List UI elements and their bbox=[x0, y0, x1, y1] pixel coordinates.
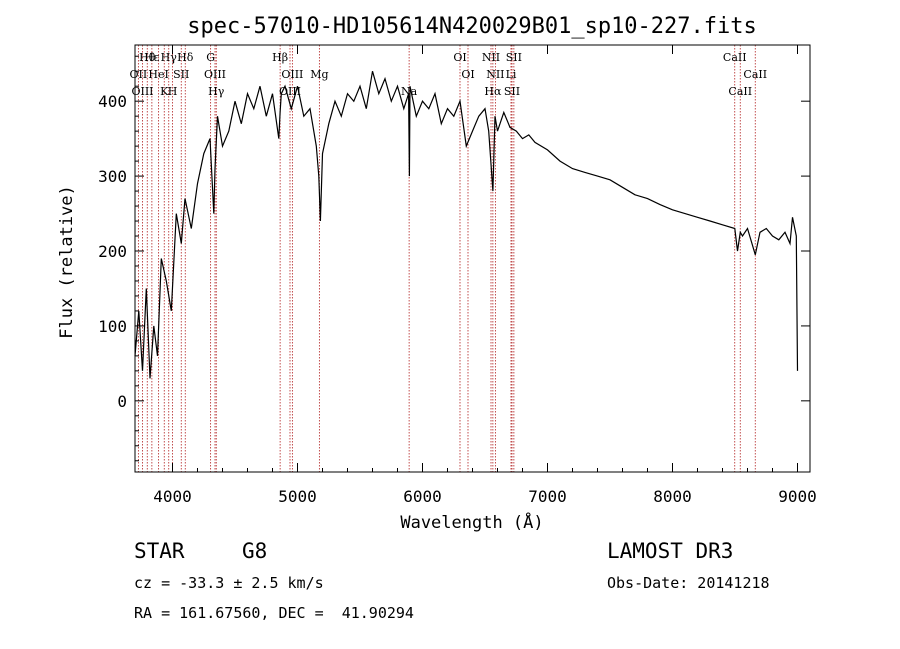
emission-line-label: HeI bbox=[148, 68, 168, 81]
y-tick-label: 300 bbox=[98, 167, 127, 186]
emission-line-label: Hε bbox=[144, 51, 160, 64]
emission-line-label: OII bbox=[130, 68, 148, 81]
emission-line-label: CaII bbox=[728, 85, 752, 98]
emission-line-label: Hβ bbox=[272, 51, 288, 64]
x-axis-ticks: 4000 5000 6000 7000 8000 9000 bbox=[153, 45, 817, 506]
emission-line-label: Hθ bbox=[139, 51, 156, 64]
y-tick-label: 100 bbox=[98, 317, 127, 336]
coordinates-readout: RA = 161.67560, DEC = 41.90294 bbox=[134, 604, 414, 622]
emission-line-label: Hα bbox=[484, 85, 502, 98]
emission-line-label: G bbox=[206, 51, 215, 64]
y-tick-label: 0 bbox=[117, 392, 127, 411]
emission-line-label: SII bbox=[504, 85, 520, 98]
x-tick-label: 7000 bbox=[528, 487, 567, 506]
emission-line-label: Hγ bbox=[161, 51, 178, 64]
x-tick-label: 9000 bbox=[778, 487, 817, 506]
object-subclass: G8 bbox=[242, 539, 268, 563]
emission-line-label: K bbox=[160, 85, 169, 98]
y-axis-ticks: 0 100 200 300 400 bbox=[98, 55, 810, 462]
x-axis-label: Wavelength (Å) bbox=[400, 511, 543, 533]
emission-line-label: CaII bbox=[743, 68, 767, 81]
y-tick-label: 200 bbox=[98, 242, 127, 261]
emission-line-label: OI bbox=[453, 51, 466, 64]
emission-line-labels: HθOIIOIIIHεHeIKHγSIIHHδOIIIHγGOIIIOIIIHβ… bbox=[130, 51, 768, 98]
survey-name: LAMOST DR3 bbox=[607, 539, 734, 563]
emission-line-label: Hδ bbox=[177, 51, 194, 64]
x-tick-label: 5000 bbox=[278, 487, 317, 506]
emission-line-label: OIII bbox=[131, 85, 153, 98]
emission-line-label: H bbox=[168, 85, 178, 98]
redshift-readout: cz = -33.3 ± 2.5 km/s bbox=[134, 574, 324, 592]
emission-line-label: Li bbox=[506, 68, 517, 81]
emission-line-label: SII bbox=[173, 68, 189, 81]
object-class: STAR bbox=[134, 539, 185, 563]
emission-line-label: NII bbox=[482, 51, 500, 64]
obs-date: Obs-Date: 20141218 bbox=[607, 574, 770, 592]
emission-line-label: SII bbox=[506, 51, 522, 64]
emission-line-label: CaII bbox=[723, 51, 747, 64]
emission-line-markers bbox=[137, 45, 756, 472]
x-tick-label: 8000 bbox=[653, 487, 692, 506]
chart-title: spec-57010-HD105614N420029B01_sp10-227.f… bbox=[187, 14, 757, 39]
emission-line-label: OIII bbox=[281, 68, 303, 81]
emission-line-label: OIII bbox=[204, 68, 226, 81]
emission-line-label: OI bbox=[461, 68, 474, 81]
x-tick-label: 6000 bbox=[403, 487, 442, 506]
spectrum-line bbox=[134, 71, 799, 379]
emission-line-label: Mg bbox=[310, 68, 328, 81]
emission-line-label: Na bbox=[401, 85, 418, 98]
plot-frame bbox=[134, 44, 811, 473]
y-axis-label: Flux (relative) bbox=[57, 185, 77, 339]
emission-line-label: Hγ bbox=[208, 85, 225, 98]
x-tick-label: 4000 bbox=[153, 487, 192, 506]
y-tick-label: 400 bbox=[98, 92, 127, 111]
emission-line-label: NII bbox=[486, 68, 504, 81]
